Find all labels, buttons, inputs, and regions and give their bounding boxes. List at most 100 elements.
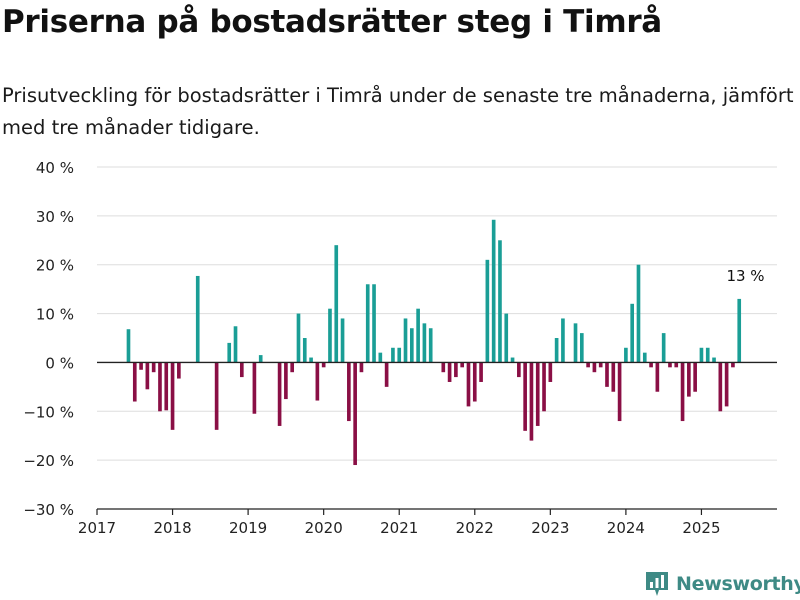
- brand-name: Newsworthy: [676, 573, 800, 595]
- bar: [642, 352, 647, 363]
- bar: [334, 245, 339, 363]
- bar: [290, 362, 295, 373]
- bar: [164, 362, 169, 411]
- bar: [139, 362, 143, 370]
- x-tick-label: 2024: [607, 519, 645, 537]
- bar: [693, 362, 697, 392]
- bar: [309, 357, 313, 363]
- bar: [321, 362, 326, 368]
- bar: [347, 362, 351, 422]
- y-tick-label: −20 %: [23, 452, 74, 470]
- bar: [630, 303, 635, 363]
- bar: [328, 308, 332, 363]
- bar: [605, 362, 609, 387]
- y-tick-label: −30 %: [23, 501, 74, 519]
- bar: [409, 328, 414, 363]
- y-tick-label: 10 %: [36, 306, 74, 324]
- bar: [239, 362, 244, 378]
- bar: [523, 362, 527, 431]
- bar: [731, 362, 735, 368]
- bar: [718, 362, 723, 412]
- bar: [529, 362, 534, 441]
- annotations: 13 %: [726, 267, 764, 285]
- bar: [170, 362, 175, 430]
- newsworthy-logo-icon: [646, 572, 668, 596]
- bar: [668, 362, 672, 368]
- bar: [573, 323, 578, 363]
- bar: [454, 362, 458, 378]
- bars: [126, 219, 742, 466]
- chart-subtitle: Prisutveckling för bostadsrätter i Timrå…: [2, 84, 794, 139]
- bar: [378, 352, 383, 363]
- bar-chart: −30 %−20 %−10 %0 %10 %20 %30 %40 % 2017 2…: [23, 159, 777, 537]
- bar: [542, 362, 546, 412]
- bar: [447, 362, 452, 382]
- y-tick-label: −10 %: [23, 403, 74, 421]
- bar: [397, 347, 402, 363]
- bar: [504, 313, 509, 363]
- bar: [491, 219, 496, 363]
- bar: [340, 318, 345, 363]
- x-tick-label: 2020: [305, 519, 343, 537]
- bar: [158, 362, 162, 412]
- y-axis-tick-labels: −30 % −20 % −10 % 0 % 10 % 20 % 30 % 40 %: [23, 159, 74, 519]
- bar: [472, 362, 477, 402]
- bar: [296, 313, 301, 363]
- bar: [687, 362, 691, 397]
- bar: [624, 347, 628, 363]
- x-tick-label: 2022: [456, 519, 494, 537]
- bar: [284, 362, 288, 400]
- bar: [724, 362, 729, 407]
- x-tick-label: 2019: [229, 519, 267, 537]
- bar: [661, 333, 666, 363]
- y-tick-label: 0 %: [45, 354, 74, 372]
- x-axis: 2017 2018 2019 2020 2021 2022 2023 2024 2025: [78, 361, 777, 537]
- bar: [302, 338, 307, 363]
- bar: [479, 362, 483, 382]
- bar: [592, 362, 597, 373]
- x-tick-label: 2018: [153, 519, 191, 537]
- bar: [649, 362, 653, 368]
- bar: [655, 362, 660, 392]
- data-label: 13 %: [726, 267, 764, 285]
- bar: [233, 326, 238, 363]
- bar: [195, 275, 200, 363]
- bar: [535, 362, 540, 426]
- bar: [598, 362, 603, 368]
- bar: [359, 362, 364, 373]
- bar: [485, 259, 490, 363]
- bar: [422, 323, 427, 363]
- bar: [365, 284, 370, 363]
- y-tick-label: 40 %: [36, 159, 74, 177]
- bar: [353, 362, 357, 466]
- bar: [258, 355, 263, 363]
- x-tick-label: 2023: [531, 519, 569, 537]
- bar: [416, 308, 420, 363]
- bar: [252, 362, 257, 414]
- bar: [705, 347, 710, 363]
- bar: [517, 362, 521, 378]
- bar: [674, 362, 679, 368]
- x-tick-label: 2017: [78, 519, 116, 537]
- y-tick-label: 30 %: [36, 208, 74, 226]
- bar: [428, 328, 433, 363]
- bar: [611, 362, 616, 392]
- bar: [214, 362, 219, 430]
- bar: [441, 362, 446, 373]
- bar: [498, 240, 502, 363]
- bar: [403, 318, 408, 363]
- bar: [460, 362, 465, 368]
- bar: [548, 362, 553, 382]
- chart-title: Priserna på bostadsrätter steg i Timrå: [2, 4, 662, 40]
- bar: [636, 264, 641, 363]
- bar: [466, 362, 471, 407]
- bar: [680, 362, 685, 422]
- bar: [132, 362, 137, 402]
- bar: [510, 357, 515, 363]
- bar: [391, 347, 395, 363]
- bar: [737, 298, 742, 363]
- bar: [315, 362, 320, 401]
- bar: [227, 342, 232, 363]
- bar: [554, 338, 559, 363]
- brand-logo: Newsworthy: [644, 570, 800, 598]
